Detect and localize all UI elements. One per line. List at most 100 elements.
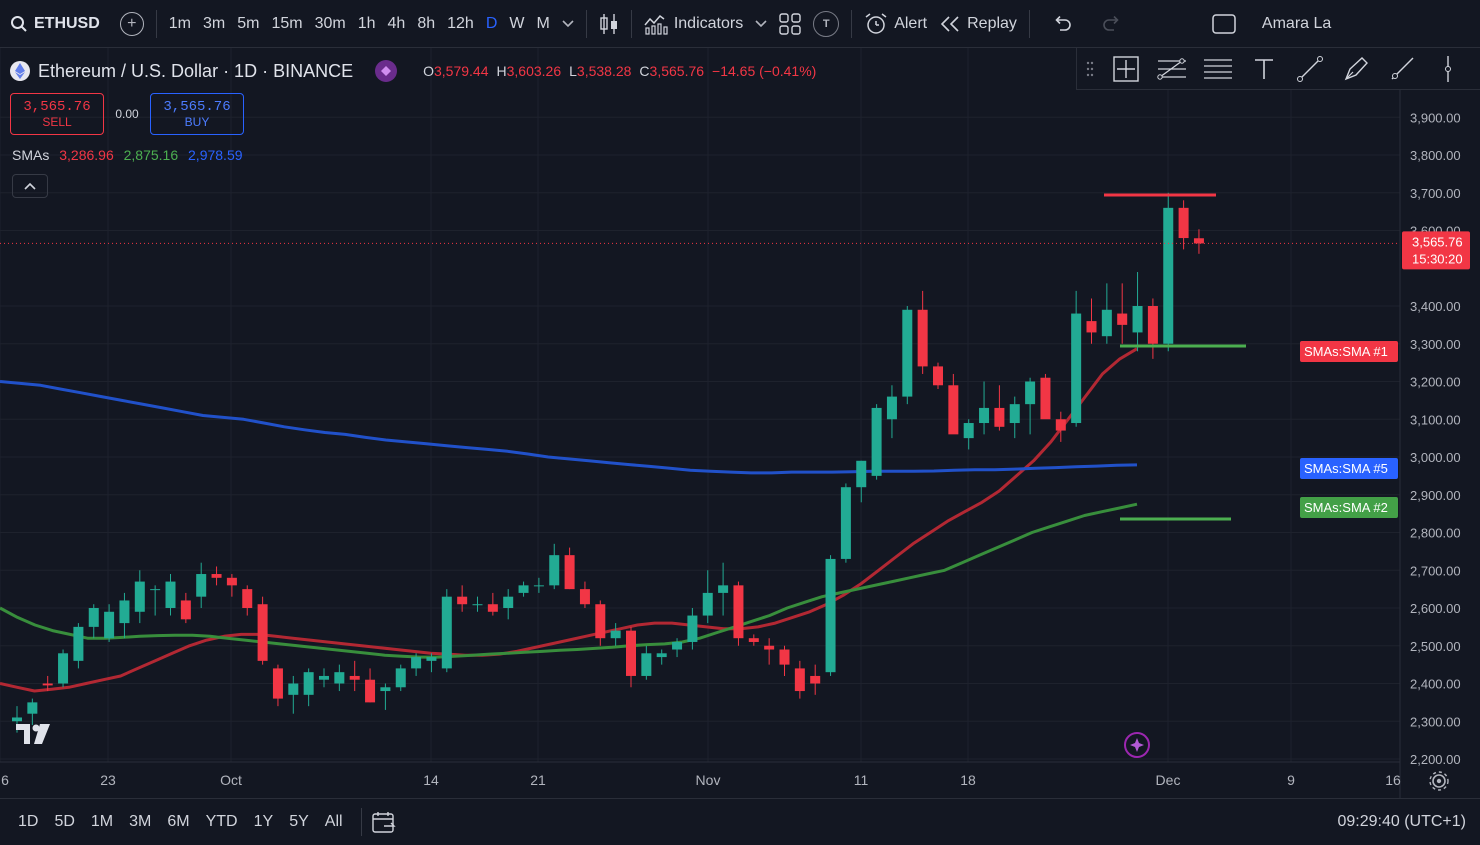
redo-button[interactable] xyxy=(1096,6,1128,42)
candle-body xyxy=(1086,321,1097,333)
range-6m[interactable]: 6M xyxy=(167,813,190,830)
interval-m[interactable]: M xyxy=(536,14,550,32)
time-tick-label: Oct xyxy=(220,772,242,788)
candle-body xyxy=(1193,238,1204,244)
candle-body xyxy=(73,626,84,661)
divider xyxy=(360,808,362,836)
pitchfork-tool[interactable] xyxy=(1195,48,1241,90)
buy-button[interactable]: 3,565.76 BUY xyxy=(150,93,244,135)
high-label: H xyxy=(496,63,507,79)
drawing-toolbar xyxy=(1076,48,1480,90)
range-all[interactable]: All xyxy=(324,813,343,830)
price-tick-label: 3,000.00 xyxy=(1410,450,1461,465)
price-tick-label: 2,500.00 xyxy=(1410,639,1461,654)
interval-3m[interactable]: 3m xyxy=(203,14,226,32)
fib-retracement-icon xyxy=(1157,57,1186,80)
rewind-icon xyxy=(940,15,959,32)
indicators-label: Indicators xyxy=(673,14,744,32)
interval-5m[interactable]: 5m xyxy=(237,14,260,32)
drag-handle-icon xyxy=(1086,61,1094,76)
candle-body xyxy=(1147,306,1158,344)
price-axis[interactable]: 3,900.003,800.003,700.003,600.003,400.00… xyxy=(1300,110,1470,767)
range-3m[interactable]: 3M xyxy=(129,813,152,830)
sma5-tag-bg xyxy=(1300,458,1398,479)
text-tool[interactable] xyxy=(1241,48,1287,90)
candles xyxy=(12,192,1204,733)
trend-line-tool[interactable] xyxy=(1287,48,1333,90)
symbol-title[interactable]: Ethereum / U.S. Dollar · 1D · BINANCE xyxy=(38,60,354,81)
layout-button[interactable] xyxy=(773,6,807,42)
candle-body xyxy=(748,638,759,642)
fullscreen-button[interactable] xyxy=(1206,6,1242,42)
assistant-icon[interactable] xyxy=(1124,732,1150,758)
interval-15m[interactable]: 15m xyxy=(271,14,303,32)
candle-body xyxy=(610,630,621,639)
sma5-tag[interactable]: SMAs:SMA #5 xyxy=(1304,461,1388,476)
vertical-line-tool[interactable] xyxy=(1425,48,1471,90)
interval-1h[interactable]: 1h xyxy=(357,14,376,32)
interval-30m[interactable]: 30m xyxy=(314,14,346,32)
candle-body xyxy=(564,555,575,590)
symbol-search[interactable]: ETHUSD xyxy=(0,0,114,47)
candle-body xyxy=(856,460,867,488)
price-tick-label: 3,700.00 xyxy=(1410,186,1461,201)
candle-body xyxy=(226,577,237,586)
candle-body xyxy=(1055,419,1066,431)
time-axis[interactable]: 6 23 Oct 14 21 Nov 11 18 Dec 9 16 xyxy=(1,772,1401,788)
interval-4h[interactable]: 4h xyxy=(387,14,406,32)
legend-collapse-button[interactable] xyxy=(12,174,48,198)
range-1y[interactable]: 1Y xyxy=(253,813,274,830)
candle-body xyxy=(533,585,544,587)
candle-body xyxy=(180,600,191,620)
t-badge: T xyxy=(813,10,840,37)
fib-tool[interactable] xyxy=(1149,48,1195,90)
bottom-toolbar: 1D 5D 1M 3M 6M YTD 1Y 5Y All 09:29:40 (U… xyxy=(0,798,1480,845)
candle-body xyxy=(1163,207,1174,344)
crosshair-tool[interactable] xyxy=(1103,48,1149,90)
compare-symbol-button[interactable]: + xyxy=(114,6,150,42)
brush-tool[interactable] xyxy=(1333,48,1379,90)
range-5d[interactable]: 5D xyxy=(54,813,75,830)
sma1-tag[interactable]: SMAs:SMA #1 xyxy=(1304,344,1388,359)
range-5y[interactable]: 5Y xyxy=(289,813,309,830)
interval-d[interactable]: D xyxy=(485,14,498,32)
ray-tool[interactable] xyxy=(1379,48,1425,90)
price-tick-label: 3,300.00 xyxy=(1410,337,1461,352)
undo-button[interactable] xyxy=(1046,6,1078,42)
undo-icon xyxy=(1055,15,1071,31)
interval-1m[interactable]: 1m xyxy=(168,14,192,32)
candle-body xyxy=(917,309,928,367)
alert-button[interactable]: Alert xyxy=(858,6,933,42)
top-toolbar: ETHUSD + 1m 3m 5m 15m 30m 1h 4h 8h 12h D… xyxy=(0,0,1480,48)
indicators-button[interactable]: Indicators xyxy=(638,6,749,42)
drag-handle[interactable] xyxy=(1077,48,1103,90)
templates-button[interactable]: T xyxy=(807,6,845,42)
candle-body xyxy=(457,596,468,605)
interval-12h[interactable]: 12h xyxy=(447,14,474,32)
settings-icon[interactable] xyxy=(1429,771,1449,791)
interval-w[interactable]: W xyxy=(509,14,525,32)
chevron-up-icon xyxy=(24,182,36,190)
clock-timezone[interactable]: 09:29:40 (UTC+1) xyxy=(1337,813,1466,830)
indicators-dropdown[interactable] xyxy=(749,6,773,42)
time-tick-label: 14 xyxy=(423,772,439,788)
candle-body xyxy=(150,589,161,591)
interval-8h[interactable]: 8h xyxy=(417,14,436,32)
price-tick-label: 2,400.00 xyxy=(1410,677,1461,692)
price-chart[interactable]: 3,900.003,800.003,700.003,600.003,400.00… xyxy=(0,48,1480,798)
range-1d[interactable]: 1D xyxy=(18,813,39,830)
replay-button[interactable]: Replay xyxy=(933,6,1023,42)
user-menu[interactable]: Amara La xyxy=(1261,14,1332,32)
candle-body xyxy=(579,589,590,605)
sma2-tag[interactable]: SMAs:SMA #2 xyxy=(1304,500,1388,515)
price-tick-label: 3,100.00 xyxy=(1410,412,1461,427)
interval-dropdown[interactable] xyxy=(556,6,580,42)
sma-legend[interactable]: SMAs 3,286.96 2,875.16 2,978.59 xyxy=(12,147,243,163)
grid-icon xyxy=(779,12,801,35)
range-1m[interactable]: 1M xyxy=(90,813,114,830)
chart-type-button[interactable] xyxy=(593,6,625,42)
range-ytd[interactable]: YTD xyxy=(205,813,238,830)
go-to-date-button[interactable] xyxy=(371,811,396,833)
candle-body xyxy=(1009,404,1020,424)
sell-button[interactable]: 3,565.76 SELL xyxy=(10,93,104,135)
